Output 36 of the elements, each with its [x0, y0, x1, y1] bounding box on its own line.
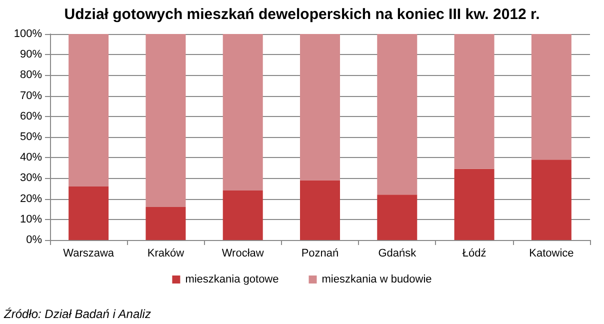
- y-tick-label: 0%: [26, 234, 42, 246]
- y-tick-label: 70%: [20, 90, 42, 102]
- x-tick-label: Kraków: [147, 248, 184, 260]
- y-tick-label: 10%: [20, 213, 42, 226]
- legend-label: mieszkania w budowie: [322, 274, 432, 286]
- legend-label: mieszkania gotowe: [185, 274, 279, 286]
- y-tick-label: 40%: [20, 152, 42, 164]
- x-tick-label: Gdańsk: [378, 248, 417, 260]
- text: Źródło: Dział Badań i Analiz: [3, 307, 151, 321]
- y-tick-label: 20%: [20, 192, 42, 205]
- y-tick-label: 100%: [14, 28, 42, 40]
- x-tick-label: Poznań: [301, 248, 339, 260]
- x-tick-label: Łódź: [462, 248, 486, 260]
- bar: [68, 186, 109, 240]
- y-tick-label: 50%: [20, 131, 42, 143]
- y-tick-label: 90%: [20, 48, 42, 61]
- bar: [300, 34, 340, 180]
- bar: [531, 34, 572, 160]
- bar: [146, 207, 186, 240]
- x-tick-label: Wrocław: [222, 248, 264, 260]
- bar: [377, 194, 418, 240]
- bar: [222, 34, 263, 191]
- bar: [377, 34, 418, 195]
- y-tick-label: 60%: [20, 110, 42, 122]
- bar: [146, 34, 186, 208]
- y-tick-label: 80%: [20, 69, 42, 82]
- bar: [222, 190, 263, 240]
- bar: [531, 160, 572, 240]
- y-tick-label: 30%: [20, 172, 42, 184]
- x-tick-label: Warszawa: [63, 248, 115, 260]
- bar: [68, 34, 109, 186]
- chart-title: Udział gotowych mieszkań deweloperskich na koniec III kw. 2012 r.: [64, 6, 540, 23]
- bar: [300, 180, 340, 240]
- x-tick-label: Katowice: [529, 248, 574, 260]
- bar: [454, 168, 494, 240]
- bar: [454, 34, 494, 169]
